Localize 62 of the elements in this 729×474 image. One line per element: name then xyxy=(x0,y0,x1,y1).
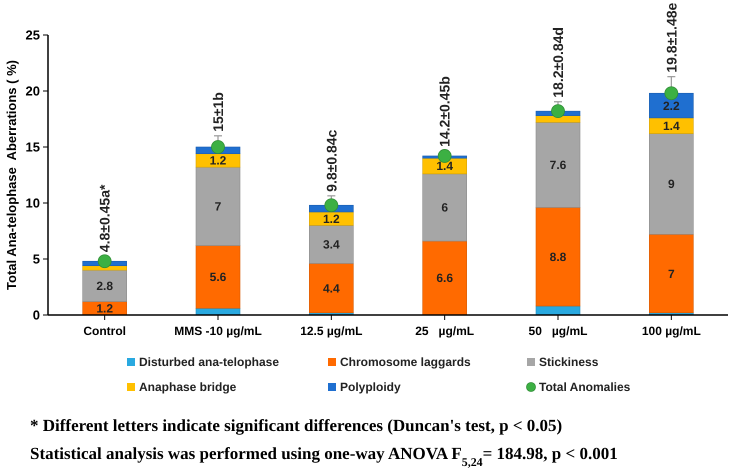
bar xyxy=(196,245,240,309)
bar xyxy=(82,270,127,302)
data-label: 6.6 xyxy=(436,271,454,286)
data-label: 14.2±0.45b xyxy=(436,76,453,147)
bar xyxy=(536,115,580,123)
legend-label: Anaphase bridge xyxy=(139,380,237,394)
x-tick-label: 12.5 µg/mL xyxy=(300,324,362,338)
data-label: 4.4 xyxy=(322,281,340,296)
data-label: 3.4 xyxy=(322,238,340,252)
bar xyxy=(196,153,240,168)
data-label: 1.2 xyxy=(96,301,114,316)
y-tick-label: 15 xyxy=(26,140,40,155)
legend-label: Stickiness xyxy=(539,355,599,370)
data-label: 6 xyxy=(441,200,448,215)
y-tick-label: 10 xyxy=(26,196,40,211)
bar xyxy=(536,122,580,208)
legend-label: Disturbed ana-telophase xyxy=(139,355,280,370)
legend-label: Polyploidy xyxy=(340,380,401,394)
y-tick-label: 5 xyxy=(32,252,40,267)
x-tick-label: 100 µg/mL xyxy=(642,324,701,338)
bar xyxy=(536,207,580,306)
data-label: 7 xyxy=(668,266,675,281)
data-label: 1.2 xyxy=(210,154,227,168)
data-label: 2.8 xyxy=(96,279,114,294)
text: Statistical analysis was performed using one-way ANOVA F$_{5,24}$= 184.98, p < 0.001 xyxy=(30,444,618,469)
legend-label: Chromosome laggards xyxy=(340,355,472,370)
data-label: 18.2±0.84d xyxy=(550,27,566,98)
point xyxy=(664,86,678,100)
point xyxy=(211,140,225,154)
bar xyxy=(422,240,467,316)
y-tick-label: 20 xyxy=(26,84,40,99)
data-label: 4.8±0.45a* xyxy=(96,184,113,252)
data-label: 8.8 xyxy=(550,250,567,264)
text: * Different letters indicate significant differences (Duncan's test, p < 0.05) xyxy=(30,416,562,435)
bar xyxy=(196,166,240,246)
y-tick-label: 0 xyxy=(32,308,40,323)
data-label: 1.2 xyxy=(322,212,340,226)
data-label: 5.6 xyxy=(210,270,227,284)
bar xyxy=(649,133,694,235)
x-tick-label: Control xyxy=(83,324,126,338)
point xyxy=(324,198,338,212)
data-label: 7.6 xyxy=(550,158,567,172)
data-label: 2.2 xyxy=(662,98,680,113)
bar xyxy=(649,234,694,314)
x-tick-label: MMS -10 µg/mL xyxy=(174,324,262,338)
data-label: 19.8±1.48e xyxy=(663,2,680,73)
data-label: 1.4 xyxy=(662,118,680,133)
data-label: 1.4 xyxy=(436,159,454,174)
data-label: 9.8±0.84c xyxy=(323,129,340,192)
data-label: 7 xyxy=(214,200,222,214)
legend-label: Total Anomalies xyxy=(539,380,631,394)
y-axis-title: Total Ana-telophase Aberrations ( %) xyxy=(4,60,19,290)
bar xyxy=(309,263,354,314)
y-tick-label: 25 xyxy=(26,28,40,43)
point xyxy=(551,104,565,118)
point xyxy=(98,254,112,268)
data-label: 9 xyxy=(668,177,675,192)
bar xyxy=(422,174,467,242)
data-label: 15±1b xyxy=(210,92,226,132)
x-tick-label: 25 µg/mL xyxy=(415,324,474,338)
bar xyxy=(309,225,354,264)
x-tick-label: 50 µg/mL xyxy=(528,324,588,338)
